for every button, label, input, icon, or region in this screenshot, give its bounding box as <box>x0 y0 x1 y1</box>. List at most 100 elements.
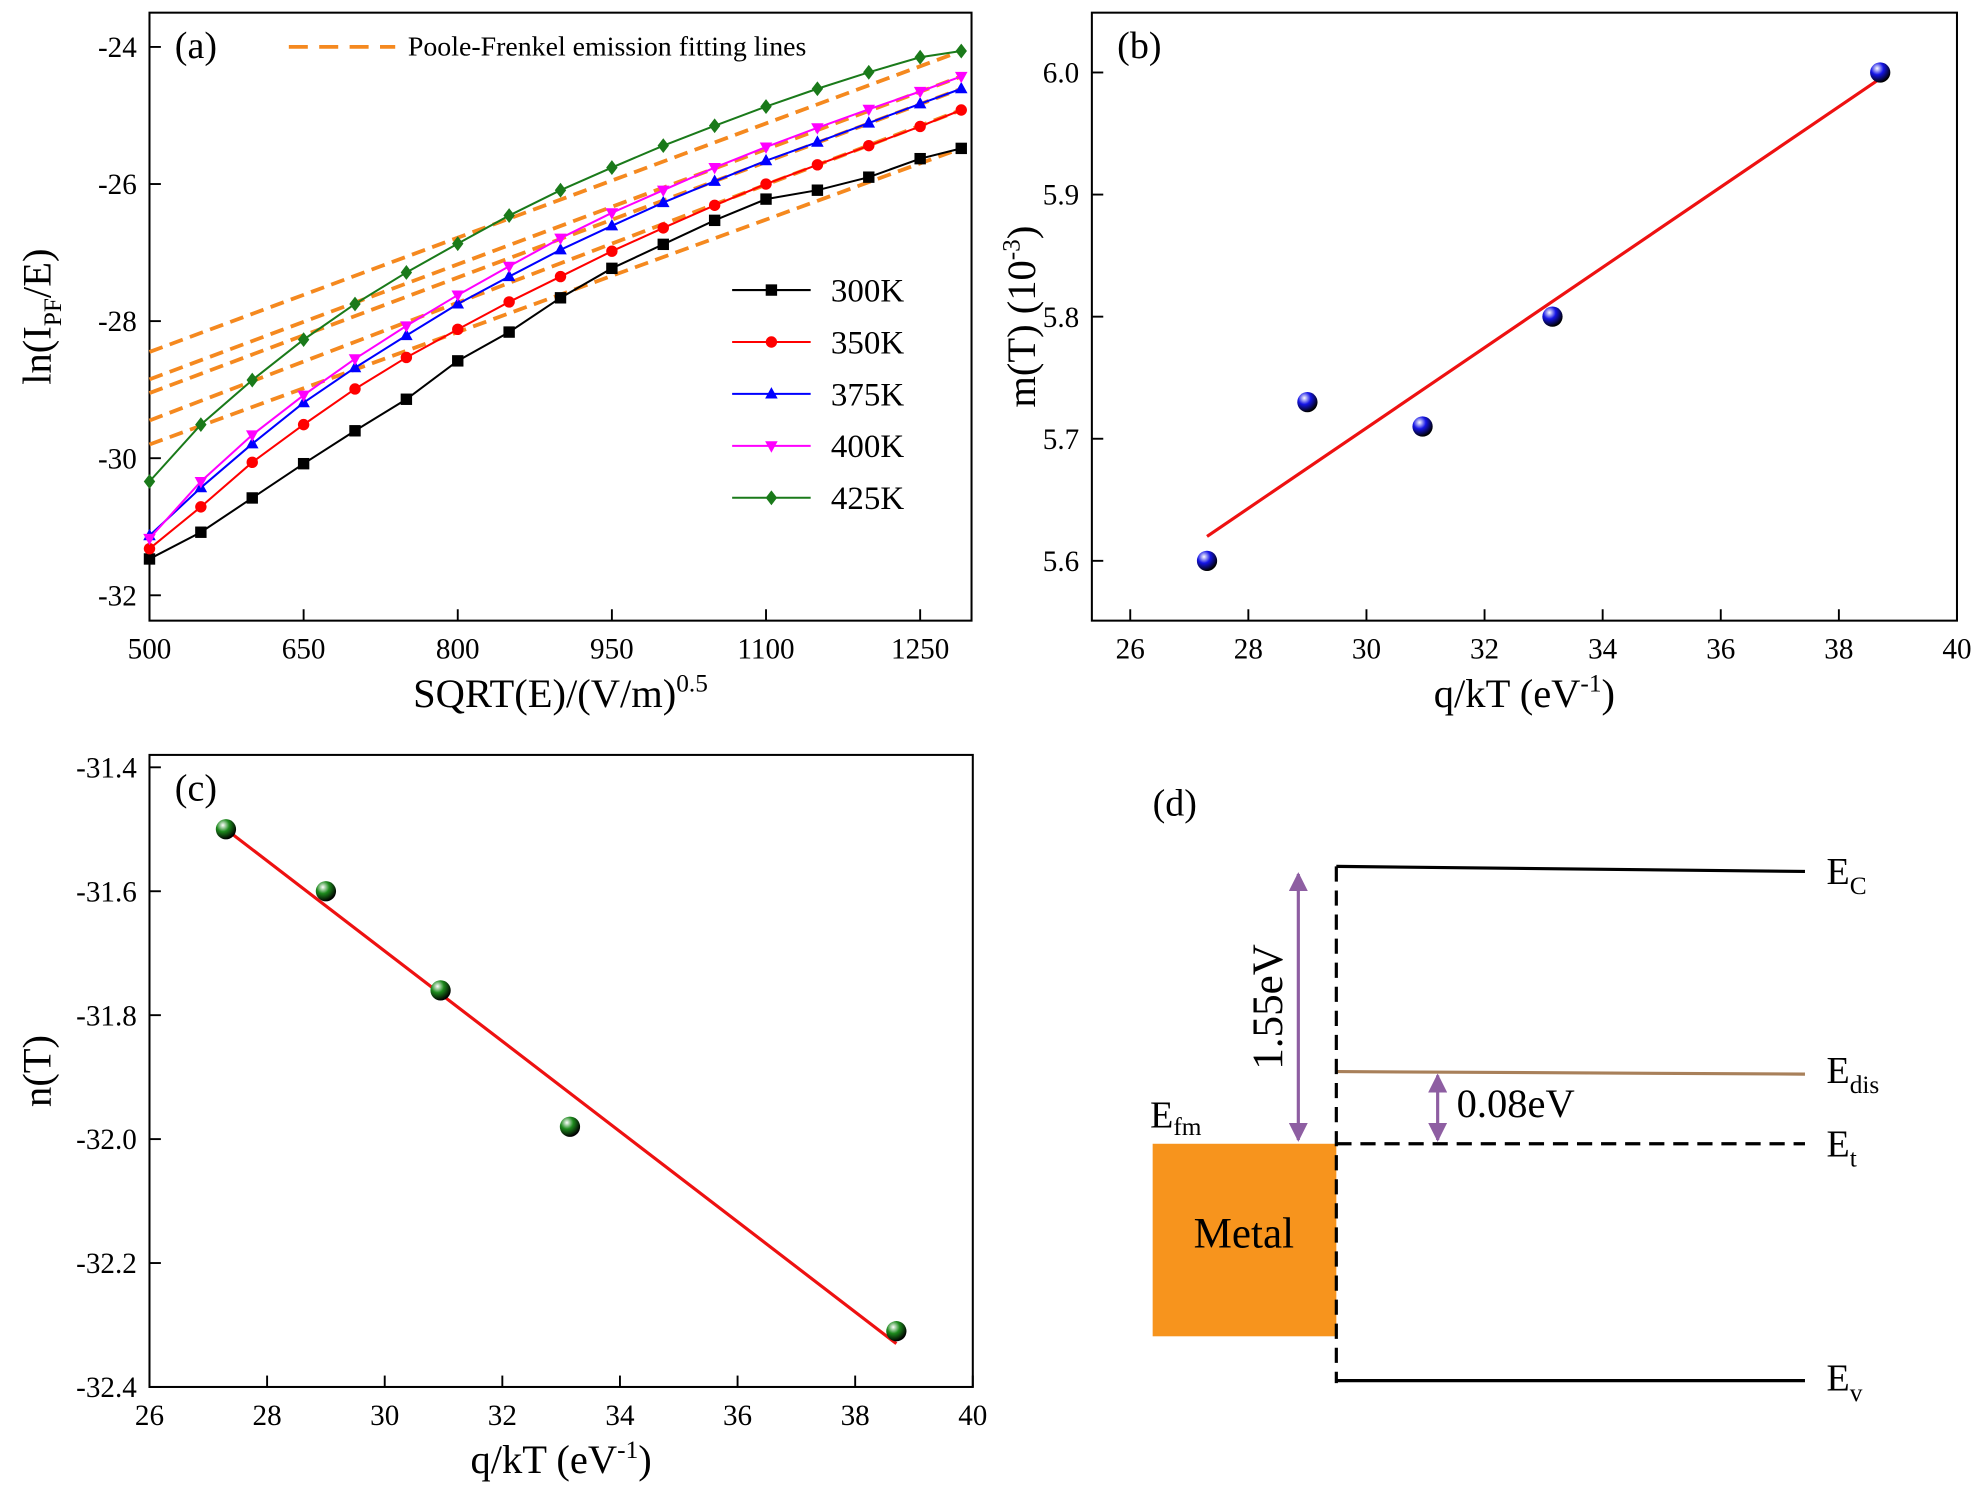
data-point <box>559 1116 581 1137</box>
x-tick-label: 950 <box>590 634 634 666</box>
legend-marker <box>765 336 778 348</box>
marker <box>451 290 465 302</box>
y-tick-label: -24 <box>98 32 137 64</box>
x-tick-label: 30 <box>370 1400 399 1432</box>
marker <box>657 222 669 234</box>
marker <box>348 360 362 373</box>
marker <box>245 436 259 449</box>
panel-label: (d) <box>1153 783 1197 825</box>
marker <box>451 297 465 309</box>
x-tick-label: 26 <box>1116 634 1145 666</box>
marker <box>862 104 876 117</box>
level-label: Ev <box>1827 1358 1863 1407</box>
x-axis-label: q/kT (eV-1) <box>471 1436 652 1482</box>
gap-label: 1.55eV <box>1245 944 1292 1070</box>
y-tick-label: -32 <box>98 580 137 612</box>
marker <box>863 171 875 183</box>
data-point <box>1196 550 1218 571</box>
marker <box>195 526 207 538</box>
x-tick-label: 650 <box>282 634 326 666</box>
legend-marker <box>765 441 778 453</box>
marker <box>503 326 515 338</box>
marker <box>605 208 619 220</box>
marker <box>246 456 258 469</box>
marker <box>811 159 824 171</box>
marker <box>554 242 567 255</box>
x-axis-label: SQRT(E)/(V/m)0.5 <box>413 670 708 716</box>
plot-frame <box>1090 11 1958 622</box>
marker <box>400 328 413 341</box>
marker <box>863 139 875 152</box>
marker <box>955 142 967 155</box>
legend-marker <box>765 284 778 296</box>
y-tick-label: -31.4 <box>76 752 137 784</box>
subscript: C <box>1850 872 1867 900</box>
marker <box>452 323 464 336</box>
x-tick-label: 36 <box>1706 634 1735 666</box>
conduction-band <box>1336 864 1805 874</box>
plot-frame <box>148 753 974 1388</box>
x-tick-label: 28 <box>1234 634 1263 666</box>
data-point <box>215 819 237 840</box>
x-tick-label: 36 <box>723 1400 752 1432</box>
legend-marker <box>765 387 778 399</box>
data-point <box>886 1321 907 1342</box>
label-text: SQRT(E)/(V/m) <box>413 671 676 716</box>
marker <box>400 351 413 364</box>
marker <box>554 292 567 304</box>
x-tick-label: 34 <box>1588 634 1618 666</box>
panel-label: (a) <box>175 25 217 67</box>
legend-label: 400K <box>831 429 904 465</box>
x-tick-label: 38 <box>1824 634 1853 666</box>
plot-frame <box>148 11 973 622</box>
y-tick-label: -28 <box>98 306 137 338</box>
marker <box>760 193 772 205</box>
marker <box>811 184 824 196</box>
marker <box>143 474 156 489</box>
marker <box>657 138 669 154</box>
marker <box>708 174 721 186</box>
depth-label: 0.08eV <box>1457 1081 1575 1126</box>
marker <box>955 43 967 59</box>
legend-marker <box>765 490 778 506</box>
marker <box>708 118 721 134</box>
symbol: E <box>1827 1358 1850 1400</box>
band-diagram: (d) Metal 1.55eV 0.08eV Efm EC Edis Et E… <box>1150 783 1879 1407</box>
marker <box>554 182 567 198</box>
label-text: q/kT (eV <box>1434 671 1581 716</box>
label-text: m(T) (10 <box>999 260 1044 407</box>
legend-label: 300K <box>831 273 904 309</box>
data-point <box>315 881 337 902</box>
marker <box>914 152 926 165</box>
marker <box>759 142 773 154</box>
marker <box>400 321 413 333</box>
marker <box>143 542 156 555</box>
legend-fit-label: Poole-Frenkel emission fitting lines <box>408 32 807 63</box>
data-point <box>1542 306 1563 327</box>
x-tick-label: 34 <box>605 1400 635 1432</box>
label-text: /E) <box>15 249 60 298</box>
symbol: E <box>1150 1094 1173 1136</box>
metal-label: Metal <box>1194 1211 1294 1258</box>
x-tick-label: 32 <box>488 1400 517 1432</box>
y-tick-label: -32.4 <box>76 1372 137 1404</box>
subscript: v <box>1850 1379 1863 1407</box>
label-text: ) <box>999 226 1044 240</box>
symbol: E <box>1827 851 1850 893</box>
marker <box>297 390 310 402</box>
marker <box>914 49 926 65</box>
y-tick-label: -30 <box>98 443 137 475</box>
x-tick-label: 38 <box>841 1400 870 1432</box>
label-text: ln(I <box>15 326 60 385</box>
marker <box>759 153 773 166</box>
marker <box>606 245 618 257</box>
marker <box>554 270 567 283</box>
x-tick-label: 26 <box>135 1400 164 1432</box>
marker <box>194 476 208 489</box>
marker <box>811 135 824 147</box>
marker <box>348 354 362 366</box>
x-tick-label: 800 <box>436 634 480 666</box>
y-tick-label: 6.0 <box>1043 58 1079 90</box>
